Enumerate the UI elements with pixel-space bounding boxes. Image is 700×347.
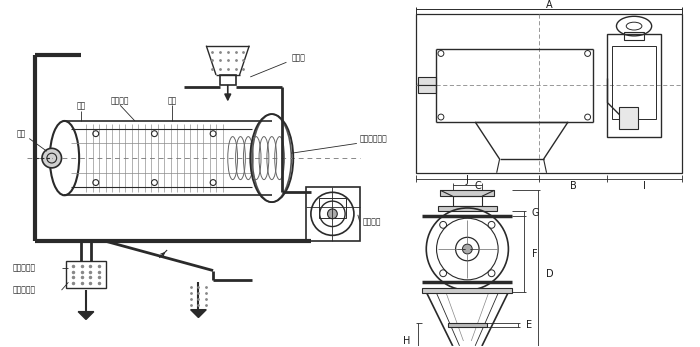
Text: 风轮叶片: 风轮叶片: [111, 96, 130, 105]
Ellipse shape: [42, 148, 62, 168]
Text: H: H: [403, 336, 411, 346]
Text: D: D: [545, 270, 553, 279]
Text: A: A: [546, 0, 553, 10]
Text: F: F: [532, 249, 538, 259]
Text: I: I: [643, 181, 646, 192]
Bar: [440, 191, 494, 196]
Text: J: J: [466, 175, 469, 185]
Bar: [422, 288, 512, 293]
Text: B: B: [570, 181, 576, 192]
Text: 风轮: 风轮: [76, 102, 85, 111]
Text: 网架: 网架: [167, 96, 176, 105]
Bar: [419, 85, 436, 93]
Text: 主轴: 主轴: [17, 129, 26, 138]
Text: 细料排出口: 细料排出口: [13, 286, 36, 295]
Bar: [419, 77, 436, 85]
Polygon shape: [190, 310, 206, 318]
Bar: [220, 75, 236, 85]
Bar: [318, 198, 346, 218]
Bar: [66, 261, 106, 288]
Bar: [416, 14, 682, 173]
Text: G: G: [532, 208, 540, 218]
Text: 螺旋输送系统: 螺旋输送系统: [360, 134, 388, 143]
Text: 驱动电机: 驱动电机: [363, 217, 382, 226]
Text: E: E: [526, 320, 532, 330]
Bar: [624, 32, 644, 40]
Bar: [448, 323, 487, 327]
Polygon shape: [78, 312, 94, 320]
Bar: [619, 107, 638, 129]
Bar: [453, 196, 482, 206]
Bar: [306, 187, 360, 241]
Bar: [612, 46, 656, 119]
Circle shape: [463, 244, 473, 254]
Ellipse shape: [419, 79, 430, 91]
Bar: [607, 34, 661, 137]
Text: C: C: [474, 181, 481, 192]
Text: 进料口: 进料口: [291, 53, 305, 62]
Circle shape: [328, 209, 337, 219]
Text: 粗料排出口: 粗料排出口: [13, 263, 36, 272]
Bar: [438, 206, 497, 211]
